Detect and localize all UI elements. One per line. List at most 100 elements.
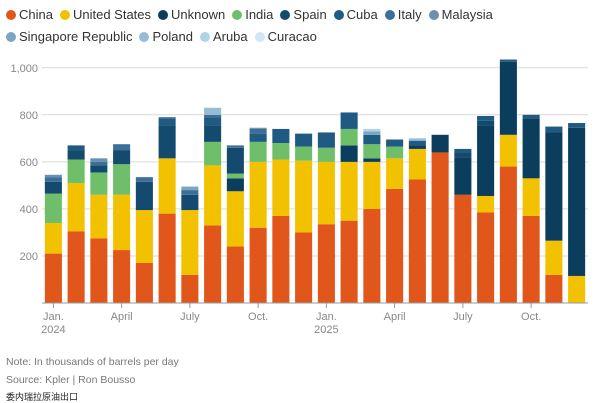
- y-tick-label: 200: [20, 251, 38, 263]
- bar-segment-spain: [181, 194, 199, 211]
- bar-segment-malaysia: [44, 174, 62, 178]
- bar-segment-italy: [204, 114, 222, 118]
- legend-swatch: [199, 32, 210, 42]
- legend-item-united-states: United States: [59, 4, 151, 26]
- bar-segment-cuba: [477, 115, 495, 121]
- legend-item-china: China: [6, 4, 53, 26]
- chart-source: Source: Kpler | Ron Bousso: [6, 374, 136, 386]
- bar-segment-china: [90, 238, 108, 303]
- legend-item-italy: Italy: [384, 4, 422, 26]
- legend-swatch: [232, 10, 243, 20]
- y-tick-label: 600: [20, 157, 38, 169]
- x-tick-label: Oct.: [521, 311, 541, 323]
- bar-segment-cuba: [363, 134, 381, 145]
- bar-segment-aruba: [363, 128, 381, 132]
- x-tick-label: July: [453, 311, 473, 323]
- legend-label: Cuba: [346, 7, 378, 22]
- bar-segment-cuba: [568, 123, 586, 128]
- legend-swatch: [254, 32, 265, 42]
- legend-label: Aruba: [212, 29, 248, 44]
- x-tick-label: April: [384, 311, 406, 323]
- bar-segment-united-states: [226, 191, 244, 247]
- legend-swatch: [428, 10, 439, 20]
- bar-segment-india: [295, 146, 313, 161]
- bar-segment-unknown: [477, 125, 495, 196]
- bar-segment-china: [499, 166, 517, 303]
- x-tick-label: April: [111, 311, 133, 323]
- bar-segment-spain: [158, 125, 176, 159]
- bar-segment-india: [272, 143, 290, 160]
- bar-segment-china: [181, 274, 199, 303]
- bar-segment-china: [113, 250, 131, 303]
- bar-segment-italy: [158, 117, 176, 119]
- bar-segment-cuba: [522, 114, 540, 119]
- bar-segment-cuba: [295, 133, 313, 147]
- legend-item-aruba: Aruba: [199, 26, 248, 48]
- bar-segment-china: [408, 179, 426, 303]
- bar-segment-united-states: [477, 195, 495, 213]
- bar-segment-china: [295, 232, 313, 303]
- bar-segment-united-states: [272, 159, 290, 216]
- bar-segment-united-states: [67, 183, 85, 232]
- bar-segment-singapore-republic: [181, 186, 199, 191]
- bar-segment-spain: [454, 152, 472, 158]
- bar-segment-india: [67, 159, 85, 184]
- bar-segment-cuba: [317, 132, 335, 148]
- bar-segment-united-states: [90, 194, 108, 239]
- bar-segment-singapore-republic: [363, 131, 381, 135]
- bar-segment-italy: [181, 190, 199, 195]
- bar-segment-spain: [135, 181, 153, 211]
- bar-segment-poland: [204, 107, 222, 115]
- y-tick-label: 800: [20, 110, 38, 122]
- bar-segment-india: [317, 147, 335, 162]
- x-tick-year-label: 2025: [314, 324, 338, 336]
- x-tick-label: Oct.: [248, 311, 268, 323]
- bar-segment-unknown: [431, 134, 449, 153]
- bar-segment-china: [386, 188, 404, 303]
- bar-segment-unknown: [408, 145, 426, 149]
- bar-segment-italy: [90, 161, 108, 166]
- legend-swatch: [280, 10, 291, 20]
- bar-segment-china: [158, 213, 176, 303]
- bar-segment-china: [317, 224, 335, 303]
- bar-segment-spain: [204, 125, 222, 142]
- bar-segment-india: [249, 141, 267, 162]
- legend-label: China: [19, 7, 53, 22]
- bar-segment-china: [454, 194, 472, 303]
- bar-segment-united-states: [317, 161, 335, 225]
- bar-segment-china: [363, 208, 381, 303]
- bar-segment-cuba: [408, 140, 426, 146]
- bar-segment-united-states: [249, 161, 267, 228]
- bar-segment-china: [44, 253, 62, 303]
- legend-item-india: India: [232, 4, 273, 26]
- bar-segment-china: [431, 152, 449, 303]
- legend-swatch: [384, 10, 395, 20]
- legend-label: Poland: [152, 29, 193, 44]
- bar-segment-united-states: [499, 134, 517, 167]
- bar-segment-india: [226, 173, 244, 179]
- bar-segment-china: [477, 212, 495, 303]
- bar-segment-china: [135, 263, 153, 303]
- bar-segment-poland: [408, 138, 426, 141]
- bar-segment-united-states: [545, 240, 563, 275]
- bar-segment-cuba: [158, 118, 176, 126]
- bar-segment-unknown: [363, 158, 381, 162]
- bar-segment-united-states: [522, 178, 540, 216]
- bar-segment-united-states: [408, 148, 426, 180]
- bar-segment-china: [67, 231, 85, 303]
- bar-segment-unknown: [454, 157, 472, 195]
- x-tick-year-label: 2024: [41, 324, 65, 336]
- bar-segment-spain: [67, 150, 85, 160]
- bar-segment-cuba: [340, 112, 358, 129]
- bar-segment-cuba: [499, 59, 517, 62]
- bar-segment-india: [363, 144, 381, 159]
- bar-segment-china: [249, 227, 267, 303]
- bar-segment-spain: [90, 165, 108, 173]
- bar-segment-italy: [226, 145, 244, 148]
- bar-segment-india: [340, 128, 358, 146]
- bar-segment-unknown: [522, 118, 540, 179]
- bar-segment-united-states: [204, 165, 222, 226]
- legend-swatch: [333, 10, 344, 20]
- bar-segment-india: [386, 146, 404, 159]
